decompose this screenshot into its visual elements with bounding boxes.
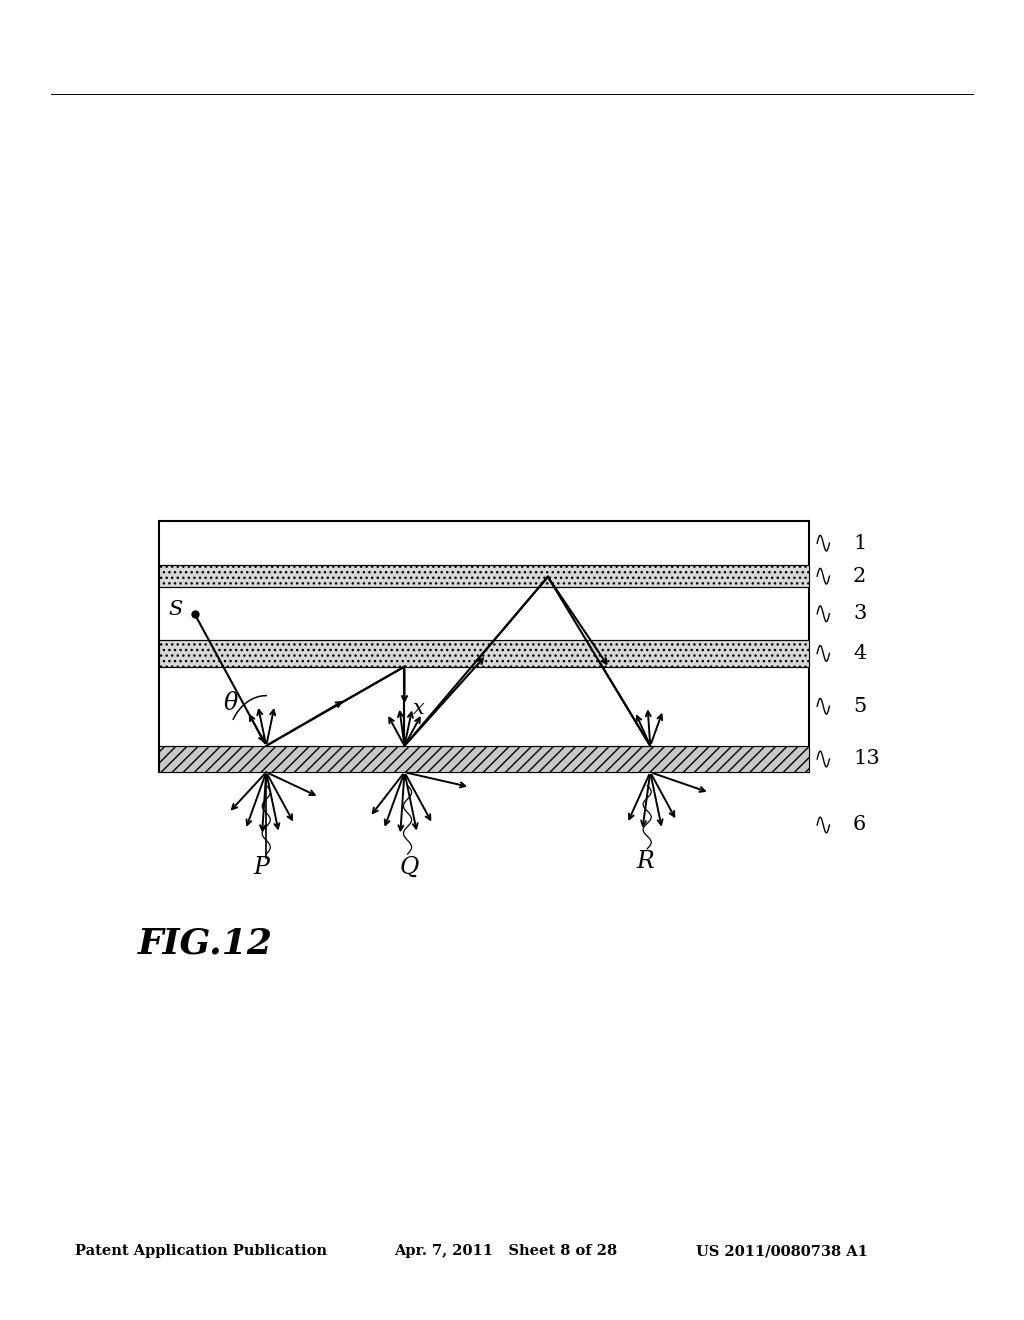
Text: Q: Q	[400, 855, 419, 879]
Text: Apr. 7, 2011   Sheet 8 of 28: Apr. 7, 2011 Sheet 8 of 28	[394, 1245, 617, 1258]
Text: FIG.12: FIG.12	[138, 927, 273, 961]
Text: 5: 5	[853, 697, 866, 715]
Text: S: S	[168, 601, 182, 619]
Text: x: x	[413, 700, 424, 718]
Text: 2: 2	[853, 566, 866, 586]
Text: 13: 13	[853, 750, 880, 768]
Text: US 2011/0080738 A1: US 2011/0080738 A1	[696, 1245, 868, 1258]
Text: Patent Application Publication: Patent Application Publication	[75, 1245, 327, 1258]
Text: θ: θ	[223, 692, 238, 715]
Text: P: P	[253, 855, 269, 879]
Text: 1: 1	[853, 533, 866, 553]
Text: 4: 4	[853, 644, 866, 663]
Bar	[159, 565, 809, 587]
Bar	[159, 521, 809, 772]
Text: R: R	[636, 850, 654, 874]
Text: 6: 6	[853, 816, 866, 834]
Text: 3: 3	[853, 605, 866, 623]
Bar	[159, 640, 809, 667]
Bar	[159, 746, 809, 772]
